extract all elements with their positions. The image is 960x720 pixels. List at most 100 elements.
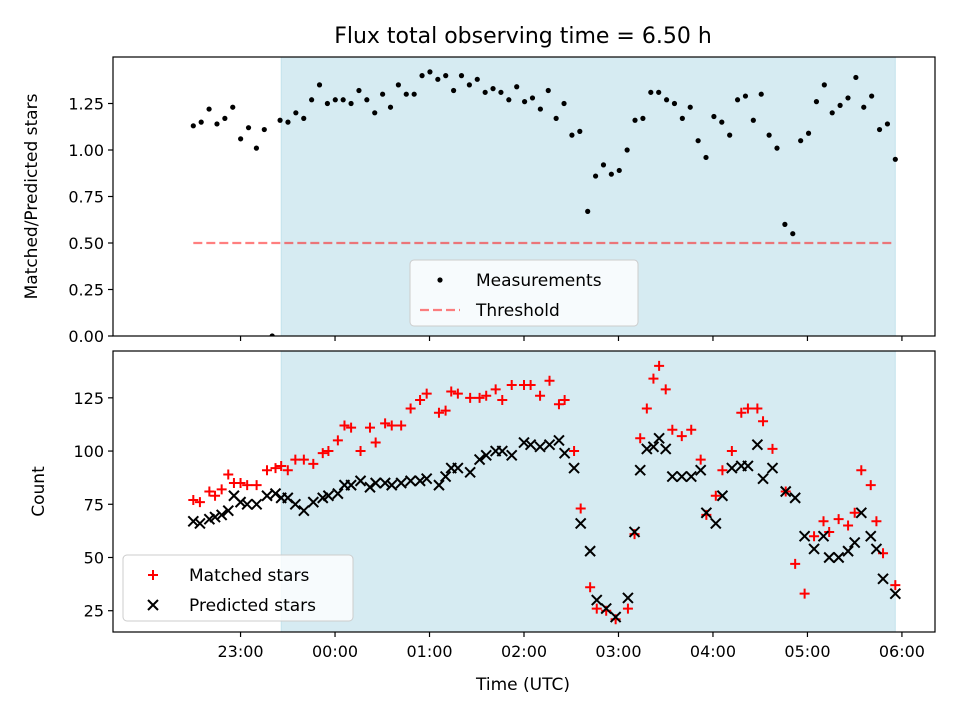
matched-point bbox=[686, 424, 697, 435]
predicted-point bbox=[676, 470, 688, 483]
matched-point bbox=[654, 360, 665, 371]
y-tick-label: 25 bbox=[84, 602, 104, 621]
measurement-point bbox=[253, 145, 260, 151]
predicted-point bbox=[600, 602, 612, 615]
predicted-point bbox=[414, 475, 426, 487]
predicted-point bbox=[634, 464, 646, 476]
measurement-point bbox=[892, 156, 898, 162]
measurement-point bbox=[293, 110, 299, 116]
matched-point bbox=[717, 465, 728, 476]
predicted-point bbox=[452, 462, 464, 474]
measurement-point bbox=[679, 115, 685, 121]
matched-point bbox=[497, 394, 508, 405]
predicted-point bbox=[420, 473, 433, 485]
observing-span bbox=[280, 350, 896, 633]
measurement-point bbox=[261, 126, 267, 133]
matched-point bbox=[380, 418, 391, 429]
predicted-point bbox=[187, 515, 200, 528]
measurement-point bbox=[451, 87, 457, 94]
predicted-point bbox=[209, 511, 221, 523]
measurement-point bbox=[490, 86, 496, 92]
predicted-point bbox=[685, 470, 697, 483]
predicted-point bbox=[865, 530, 877, 542]
measurement-point bbox=[869, 93, 875, 99]
matched-point bbox=[474, 392, 485, 403]
matched-point bbox=[270, 463, 281, 474]
legend-marker bbox=[147, 599, 159, 611]
matched-point bbox=[865, 480, 876, 491]
y-tick-label: 1.25 bbox=[68, 95, 104, 114]
measurement-point bbox=[545, 87, 551, 94]
measurement-point bbox=[695, 138, 701, 144]
measurement-point bbox=[782, 221, 788, 227]
matched-point bbox=[339, 420, 350, 431]
predicted-point bbox=[345, 479, 357, 491]
measurement-point bbox=[758, 91, 764, 97]
predicted-point bbox=[757, 473, 769, 485]
matched-point bbox=[809, 531, 820, 542]
measurement-point bbox=[245, 125, 252, 131]
measurement-point bbox=[269, 333, 275, 336]
matched-point bbox=[440, 405, 451, 416]
measurement-point bbox=[411, 91, 417, 97]
predicted-point bbox=[369, 477, 382, 489]
legend-label: Predicted stars bbox=[189, 596, 316, 616]
y-tick-label: 0.50 bbox=[68, 234, 104, 253]
y-tick-label: 50 bbox=[84, 548, 104, 567]
predicted-point bbox=[780, 485, 792, 498]
x-tick-label: 23:00 bbox=[217, 642, 263, 661]
matched-point bbox=[833, 514, 844, 525]
y-tick-label: 100 bbox=[73, 442, 104, 461]
y-axis-label: Count bbox=[29, 466, 49, 517]
matched-point bbox=[553, 399, 564, 410]
predicted-point bbox=[386, 479, 398, 491]
matched-point bbox=[818, 516, 829, 527]
data-layer bbox=[190, 69, 898, 336]
matched-point bbox=[849, 507, 860, 518]
matched-point bbox=[559, 394, 570, 405]
predicted-point bbox=[404, 475, 417, 487]
matched-point bbox=[544, 375, 555, 386]
measurement-point bbox=[364, 97, 370, 103]
panel-ratio: 0.00 0.25 0.50 0.75 1.00 1.25 Matched/Predicte… bbox=[22, 56, 936, 346]
measurement-point bbox=[553, 115, 559, 121]
predicted-point bbox=[609, 611, 622, 623]
predicted-point bbox=[307, 496, 320, 508]
matched-point bbox=[433, 407, 444, 418]
measurement-point bbox=[687, 104, 693, 110]
legend-marker bbox=[437, 277, 443, 283]
x-tick-label: 04:00 bbox=[690, 642, 736, 661]
x-axis-label: Time (UTC) bbox=[475, 675, 570, 695]
matched-point bbox=[799, 588, 810, 599]
matched-point bbox=[216, 484, 227, 495]
matched-point bbox=[736, 407, 747, 418]
measurement-point bbox=[616, 167, 622, 174]
measurement-point bbox=[577, 128, 583, 134]
measurement-point bbox=[356, 87, 362, 94]
matched-point bbox=[481, 390, 492, 401]
matched-point bbox=[726, 446, 737, 457]
x-tick-label: 06:00 bbox=[879, 642, 925, 661]
matched-point bbox=[396, 420, 407, 431]
matched-point bbox=[667, 424, 678, 435]
predicted-point bbox=[889, 587, 902, 600]
predicted-point bbox=[215, 509, 228, 521]
measurement-point bbox=[703, 154, 709, 161]
matched-point bbox=[323, 446, 334, 457]
matched-point bbox=[290, 454, 301, 465]
measurement-point bbox=[206, 106, 212, 112]
legend-marker bbox=[148, 570, 158, 580]
predicted-point bbox=[766, 462, 779, 474]
matched-point bbox=[446, 386, 457, 397]
measurement-point bbox=[750, 117, 756, 123]
predicted-point bbox=[506, 449, 518, 462]
legend-label: Measurements bbox=[476, 271, 602, 291]
predicted-point bbox=[534, 441, 546, 453]
predicted-point bbox=[584, 545, 596, 557]
y-tick-label: 0.75 bbox=[68, 188, 104, 207]
measurement-point bbox=[387, 104, 394, 110]
matched-point bbox=[364, 422, 375, 433]
measurement-point bbox=[340, 97, 346, 103]
measurement-point bbox=[309, 97, 315, 103]
y-tick-label: 75 bbox=[84, 495, 104, 514]
